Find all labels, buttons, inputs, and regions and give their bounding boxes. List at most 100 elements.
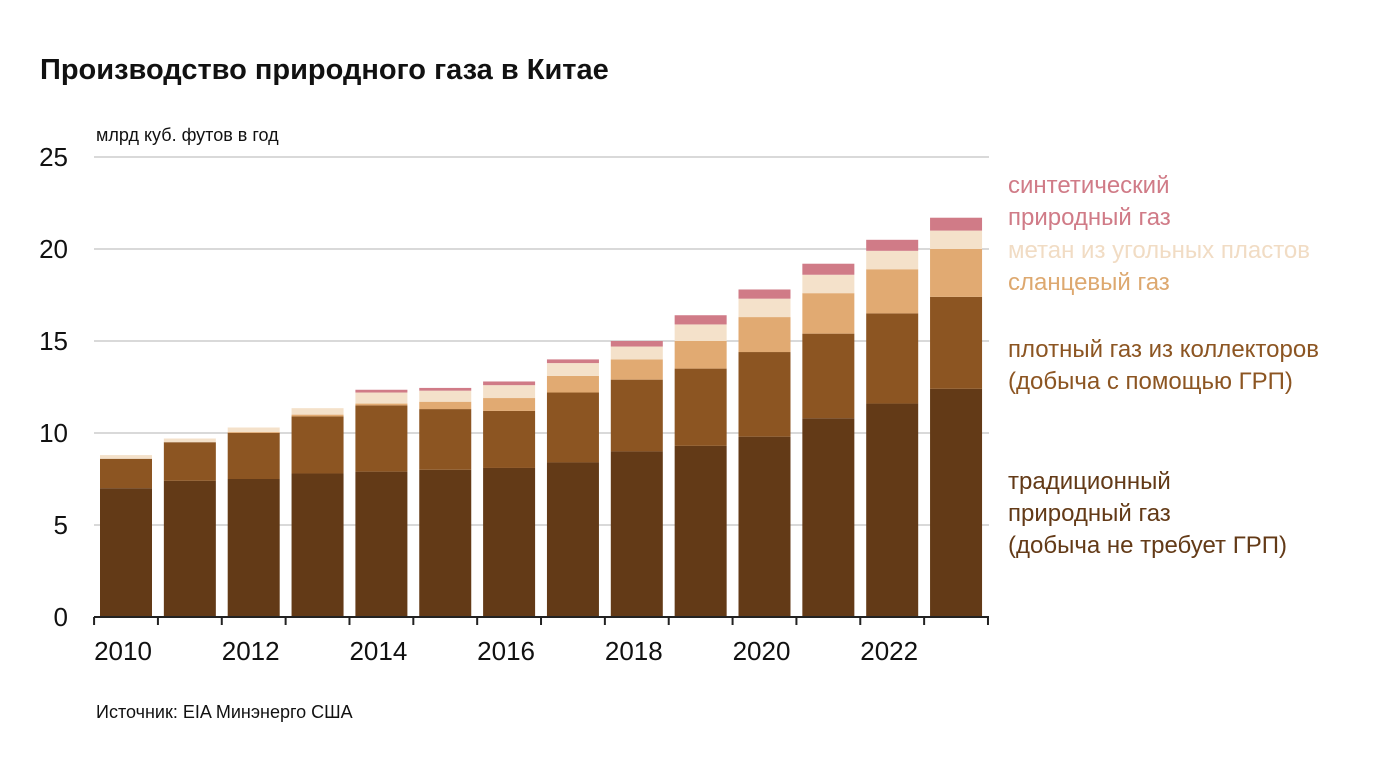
bar-shale-2023	[930, 249, 983, 297]
bar-shale-2013	[291, 414, 344, 417]
x-tick-label: 2018	[605, 636, 663, 666]
bar-synthetic-2021	[802, 263, 855, 275]
legend-item-tight: плотный газ из коллекторов (добыча с помо…	[1008, 334, 1319, 398]
axes: 0 5 10 15 20 25 2010 2012 2014 2016 2018 2020 2022	[39, 142, 989, 666]
y-tick-label: 25	[39, 142, 68, 172]
bar-stack-2021	[802, 263, 855, 617]
bar-shale-2015	[419, 401, 472, 410]
bar-conventional-2016	[483, 467, 536, 617]
legend-item-synthetic: синтетический природный газ	[1008, 170, 1171, 234]
bar-stack-2023	[930, 217, 983, 617]
bar-stack-2019	[674, 315, 727, 617]
bar-cbm-2015	[419, 390, 472, 402]
bar-cbm-2017	[546, 363, 599, 376]
bar-stack-2018	[610, 341, 663, 617]
bar-stack-2020	[738, 289, 791, 617]
x-tick-label: 2020	[733, 636, 791, 666]
bar-cbm-2013	[291, 408, 344, 415]
x-tick-label: 2022	[860, 636, 918, 666]
bar-shale-2014	[355, 403, 408, 406]
bar-conventional-2023	[930, 388, 983, 617]
legend-label-line: традиционный	[1008, 468, 1171, 495]
bar-stack-2012	[227, 427, 280, 617]
bar-stack-2017	[546, 359, 599, 617]
bar-shale-2020	[738, 317, 791, 353]
y-tick-label: 15	[39, 326, 68, 356]
bar-cbm-2020	[738, 298, 791, 318]
bar-conventional-2022	[866, 403, 919, 617]
bar-cbm-2012	[227, 427, 280, 433]
bar-tight-2018	[610, 379, 663, 452]
bar-cbm-2011	[163, 438, 216, 443]
bar-conventional-2021	[802, 418, 855, 617]
bar-stack-2015	[419, 387, 472, 617]
bar-synthetic-2020	[738, 289, 791, 299]
y-tick-label: 5	[54, 510, 68, 540]
y-tick-label: 20	[39, 234, 68, 264]
bar-conventional-2011	[163, 480, 216, 617]
bar-shale-2012	[227, 432, 280, 433]
bar-conventional-2014	[355, 471, 408, 617]
bar-stack-2022	[866, 239, 919, 617]
bar-synthetic-2022	[866, 239, 919, 251]
bar-tight-2012	[227, 433, 280, 479]
bar-conventional-2010	[100, 488, 152, 617]
y-axis-unit-label: млрд куб. футов в год	[96, 125, 279, 145]
bar-cbm-2014	[355, 392, 408, 404]
bar-tight-2010	[100, 458, 152, 489]
legend-label-line: плотный газ из коллекторов	[1008, 336, 1319, 363]
x-tick-label: 2010	[94, 636, 152, 666]
bar-shale-2022	[866, 269, 919, 314]
y-tick-label: 0	[54, 602, 68, 632]
x-tick-label: 2012	[222, 636, 280, 666]
bar-shale-2019	[674, 341, 727, 369]
bar-conventional-2017	[546, 462, 599, 617]
legend-label-line: природный газ	[1008, 500, 1171, 527]
bar-conventional-2019	[674, 445, 727, 617]
bar-tight-2023	[930, 296, 983, 389]
bar-stack-2016	[483, 381, 536, 617]
bar-synthetic-2023	[930, 217, 983, 231]
legend-label-line: сланцевый газ	[1008, 269, 1170, 296]
bar-cbm-2022	[866, 250, 919, 270]
legend-label-line: природный газ	[1008, 204, 1171, 231]
legend-item-cbm: метан из угольных пластов	[1008, 235, 1310, 267]
bar-synthetic-2016	[483, 381, 536, 386]
legend-label-line: метан из угольных пластов	[1008, 237, 1311, 264]
bar-conventional-2018	[610, 451, 663, 617]
bar-conventional-2015	[419, 469, 472, 617]
bar-conventional-2012	[227, 479, 280, 617]
bar-shale-2018	[610, 359, 663, 380]
y-tick-label: 10	[39, 418, 68, 448]
bar-tight-2015	[419, 409, 472, 470]
bar-stack-2011	[163, 438, 216, 617]
bars	[100, 217, 983, 617]
bar-stack-2010	[100, 455, 152, 617]
bar-conventional-2020	[738, 436, 791, 617]
bar-tight-2019	[674, 368, 727, 446]
bar-cbm-2021	[802, 274, 855, 294]
bar-stack-2014	[355, 389, 408, 617]
bar-synthetic-2017	[546, 359, 599, 364]
bar-conventional-2013	[291, 473, 344, 617]
legend-label-line: (добыча не требует ГРП)	[1008, 532, 1287, 559]
bar-tight-2013	[291, 416, 344, 474]
bar-cbm-2018	[610, 346, 663, 360]
bar-shale-2017	[546, 375, 599, 393]
bar-tight-2014	[355, 405, 408, 472]
bar-stack-2013	[291, 408, 344, 617]
bar-shale-2016	[483, 398, 536, 411]
bar-synthetic-2014	[355, 389, 408, 393]
chart-title: Производство природного газа в Китае	[40, 54, 609, 86]
bar-tight-2021	[802, 333, 855, 419]
bar-tight-2011	[163, 442, 216, 481]
bar-shale-2021	[802, 293, 855, 334]
bar-tight-2022	[866, 313, 919, 404]
bar-synthetic-2015	[419, 387, 472, 391]
x-tick-label: 2014	[349, 636, 407, 666]
source-note: Источник: EIA Минэнерго США	[96, 702, 353, 722]
bar-tight-2017	[546, 392, 599, 463]
bar-synthetic-2019	[674, 315, 727, 325]
bar-cbm-2023	[930, 230, 983, 249]
